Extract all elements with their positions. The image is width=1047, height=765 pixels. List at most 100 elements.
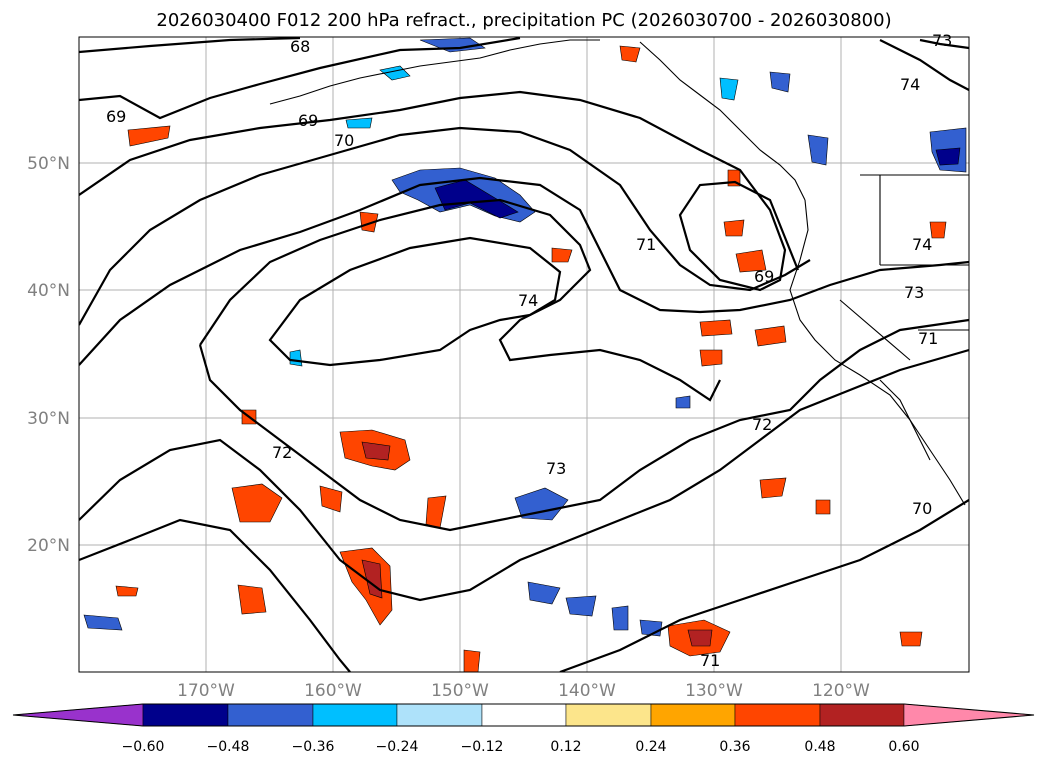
coastline-us bbox=[789, 199, 966, 506]
colorbar-segment bbox=[565, 703, 652, 727]
figure-title: 2026030400 F012 200 hPa refract., precip… bbox=[156, 10, 891, 31]
precip-area bbox=[551, 247, 573, 263]
precip-area bbox=[527, 581, 561, 605]
colorbar-tick-label: −0.36 bbox=[292, 739, 335, 755]
contour-label: 73 bbox=[546, 459, 566, 478]
colorbar-segment bbox=[142, 703, 229, 727]
lat-label: 30°N bbox=[27, 409, 70, 429]
precip-area bbox=[361, 441, 391, 461]
contour-label: 74 bbox=[900, 75, 920, 94]
contour-71-se bbox=[559, 499, 969, 672]
precip-area bbox=[675, 395, 691, 409]
map-background bbox=[79, 37, 969, 672]
contour-label: 74 bbox=[912, 235, 932, 254]
colorbar: −0.60 −0.48 −0.36 −0.24 −0.12 0.12 0.24 … bbox=[12, 703, 1035, 755]
precip-area bbox=[754, 325, 787, 347]
precip-area bbox=[345, 117, 373, 129]
precip-area bbox=[723, 219, 745, 237]
contour-72-south bbox=[79, 348, 969, 602]
latitude-labels: 50°N 40°N 30°N 20°N bbox=[27, 154, 70, 556]
contour-label: 70 bbox=[334, 131, 354, 150]
contour-label: 70 bbox=[912, 499, 932, 518]
precip-area bbox=[463, 649, 481, 672]
contour-73-ne bbox=[879, 39, 969, 91]
contour-label: 74 bbox=[518, 291, 538, 310]
precip-area bbox=[619, 45, 641, 63]
contour-label: 73 bbox=[932, 31, 952, 50]
colorbar-tick-label: −0.24 bbox=[376, 739, 419, 755]
contour-label: 71 bbox=[636, 235, 656, 254]
colorbar-segment bbox=[734, 703, 821, 727]
colorbar-segment bbox=[312, 703, 398, 727]
map-panel: 68 69 69 70 71 69 74 74 73 74 71 72 72 7… bbox=[27, 31, 970, 701]
refractivity-contours bbox=[79, 37, 969, 672]
colorbar-tick-label: 0.60 bbox=[888, 739, 919, 755]
colorbar-tick-label: −0.12 bbox=[461, 739, 504, 755]
contour-69 bbox=[79, 37, 521, 120]
contour-label: 72 bbox=[752, 415, 772, 434]
lat-label: 50°N bbox=[27, 154, 70, 174]
lon-label: 130°W bbox=[685, 681, 743, 701]
colorbar-segment bbox=[650, 703, 736, 727]
longitude-labels: 170°W 160°W 150°W 140°W 130°W 120°W bbox=[177, 681, 870, 701]
contour-label: 71 bbox=[700, 651, 720, 670]
colorbar-segment bbox=[481, 703, 567, 727]
contour-label: 69 bbox=[106, 107, 126, 126]
precip-area bbox=[699, 349, 723, 367]
lat-label: 20°N bbox=[27, 536, 70, 556]
colorbar-segment bbox=[12, 703, 144, 727]
contour-74 bbox=[268, 236, 562, 367]
precip-area bbox=[359, 211, 379, 233]
precip-area bbox=[127, 125, 171, 147]
precip-area bbox=[769, 71, 791, 93]
colorbar-segment bbox=[819, 703, 905, 727]
precip-area bbox=[759, 477, 787, 499]
precip-area bbox=[699, 319, 733, 337]
precip-area bbox=[929, 221, 947, 239]
contour-label: 69 bbox=[298, 111, 318, 130]
precip-area bbox=[115, 585, 139, 597]
coastlines bbox=[269, 39, 969, 506]
precip-area bbox=[289, 349, 303, 367]
precip-area bbox=[319, 485, 343, 513]
lon-label: 160°W bbox=[304, 681, 362, 701]
precip-negative-areas bbox=[83, 37, 967, 637]
lon-label: 170°W bbox=[177, 681, 235, 701]
precip-area bbox=[899, 631, 923, 647]
contour-72 bbox=[79, 176, 969, 366]
precip-area bbox=[687, 629, 713, 647]
contour-label: 73 bbox=[904, 283, 924, 302]
colorbar-segment bbox=[227, 703, 314, 727]
contour-74-ne bbox=[919, 38, 969, 50]
map-frame bbox=[78, 36, 970, 673]
precip-area bbox=[565, 595, 597, 617]
contour-label: 68 bbox=[290, 37, 310, 56]
lon-label: 140°W bbox=[558, 681, 616, 701]
colorbar-tick-label: 0.36 bbox=[719, 739, 750, 755]
lon-label: 120°W bbox=[812, 681, 870, 701]
contour-label: 72 bbox=[272, 443, 292, 462]
colorbar-tick-label: 0.12 bbox=[550, 739, 581, 755]
contour-label: 69 bbox=[754, 267, 774, 286]
precip-area bbox=[83, 614, 123, 631]
colorbar-segment bbox=[903, 703, 1035, 727]
colorbar-outline bbox=[12, 703, 1035, 727]
precip-area bbox=[231, 483, 283, 523]
colorbar-tick-label: 0.24 bbox=[635, 739, 666, 755]
contour-labels: 68 69 69 70 71 69 74 74 73 74 71 72 72 7… bbox=[106, 31, 952, 670]
contour-label: 71 bbox=[918, 329, 938, 348]
lat-label: 40°N bbox=[27, 281, 70, 301]
contour-70 bbox=[79, 90, 800, 292]
precip-area bbox=[735, 249, 767, 273]
precip-area bbox=[237, 584, 267, 615]
precip-area bbox=[719, 77, 739, 101]
colorbar-tick-label: −0.60 bbox=[122, 739, 165, 755]
precip-area bbox=[434, 179, 519, 219]
precip-positive-areas bbox=[115, 45, 947, 672]
precip-area bbox=[807, 134, 829, 166]
contour-71 bbox=[79, 126, 811, 326]
precip-area bbox=[514, 487, 569, 521]
colorbar-segment bbox=[396, 703, 483, 727]
lon-label: 150°W bbox=[431, 681, 489, 701]
colorbar-tick-label: 0.48 bbox=[804, 739, 835, 755]
